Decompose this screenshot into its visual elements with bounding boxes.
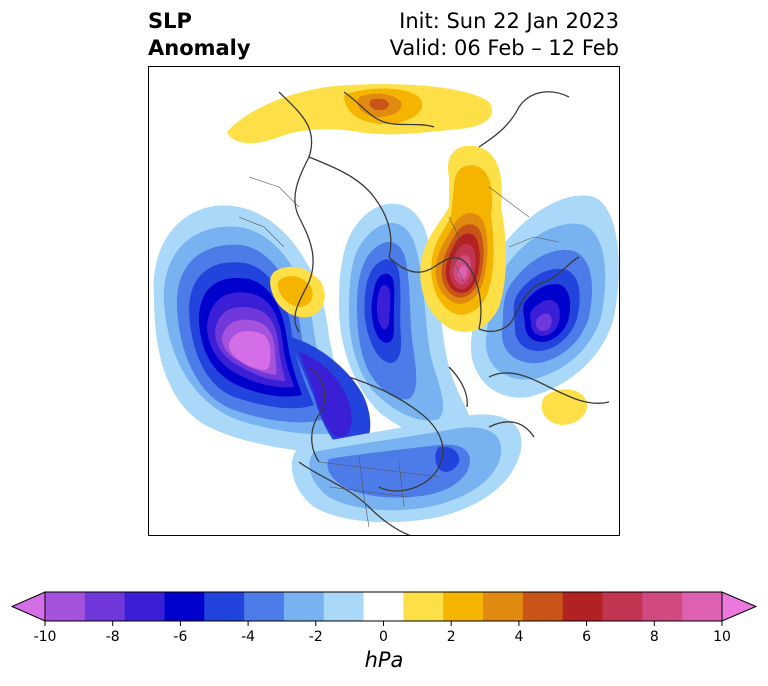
colorbar-segment [483, 592, 524, 621]
coastlines [278, 91, 610, 535]
colorbar-tick-label: -8 [106, 629, 120, 645]
colorbar-segment [204, 592, 245, 621]
colorbar-segment [602, 592, 643, 621]
colorbar-segment [244, 592, 285, 621]
colorbar-segment [642, 592, 683, 621]
colorbar-unit-label: hPa [364, 648, 404, 672]
title-line-slp: SLP [148, 9, 192, 33]
political-borders [238, 176, 560, 528]
colorbar-tick-label: -6 [173, 629, 187, 645]
colorbar-segment [164, 592, 205, 621]
colorbar-extend-min [10, 591, 46, 622]
colorbar-tick-label: -2 [309, 629, 323, 645]
colorbar-segment [84, 592, 126, 621]
pacific-low [153, 205, 380, 460]
colorbar-segment [323, 592, 365, 621]
colorbar: -10 -8 -6 -4 -2 0 2 4 6 8 10 [10, 591, 758, 645]
colorbar-segment [403, 592, 444, 621]
colorbar-segment [562, 592, 604, 621]
scandinavia-high [420, 145, 506, 333]
colorbar-tick-label: 2 [447, 629, 456, 645]
arctic-lows [291, 203, 522, 523]
colorbar-tick-label: 6 [582, 629, 591, 645]
colorbar-segment [522, 592, 564, 621]
colorbar-segment [45, 592, 86, 621]
colorbar-segment [682, 592, 723, 621]
colorbar-tick-label: 4 [514, 629, 523, 645]
init-date-label: Init: Sun 22 Jan 2023 [399, 9, 619, 33]
valid-date-label: Valid: 06 Feb – 12 Feb [389, 36, 619, 60]
colorbar-tick-label: 8 [650, 629, 659, 645]
title-line-anomaly: Anomaly [148, 36, 251, 60]
siberia-low [470, 195, 619, 398]
colorbar-tick-label: -10 [34, 629, 57, 645]
colorbar-segment [443, 592, 484, 621]
colorbar-tick-label: 0 [379, 629, 388, 645]
slp-anomaly-map [148, 66, 620, 536]
colorbar-tick-label: 10 [713, 629, 731, 645]
other-highs [227, 84, 588, 425]
colorbar-segment [363, 592, 404, 621]
colorbar-segment [124, 592, 165, 621]
colorbar-tick-label: -4 [241, 629, 255, 645]
map-dates: Init: Sun 22 Jan 2023 Valid: 06 Feb – 12… [390, 8, 619, 62]
colorbar-segment [283, 592, 325, 621]
map-canvas [149, 67, 619, 535]
colorbar-extend-max [721, 591, 758, 622]
map-title: SLP Anomaly [148, 8, 251, 62]
